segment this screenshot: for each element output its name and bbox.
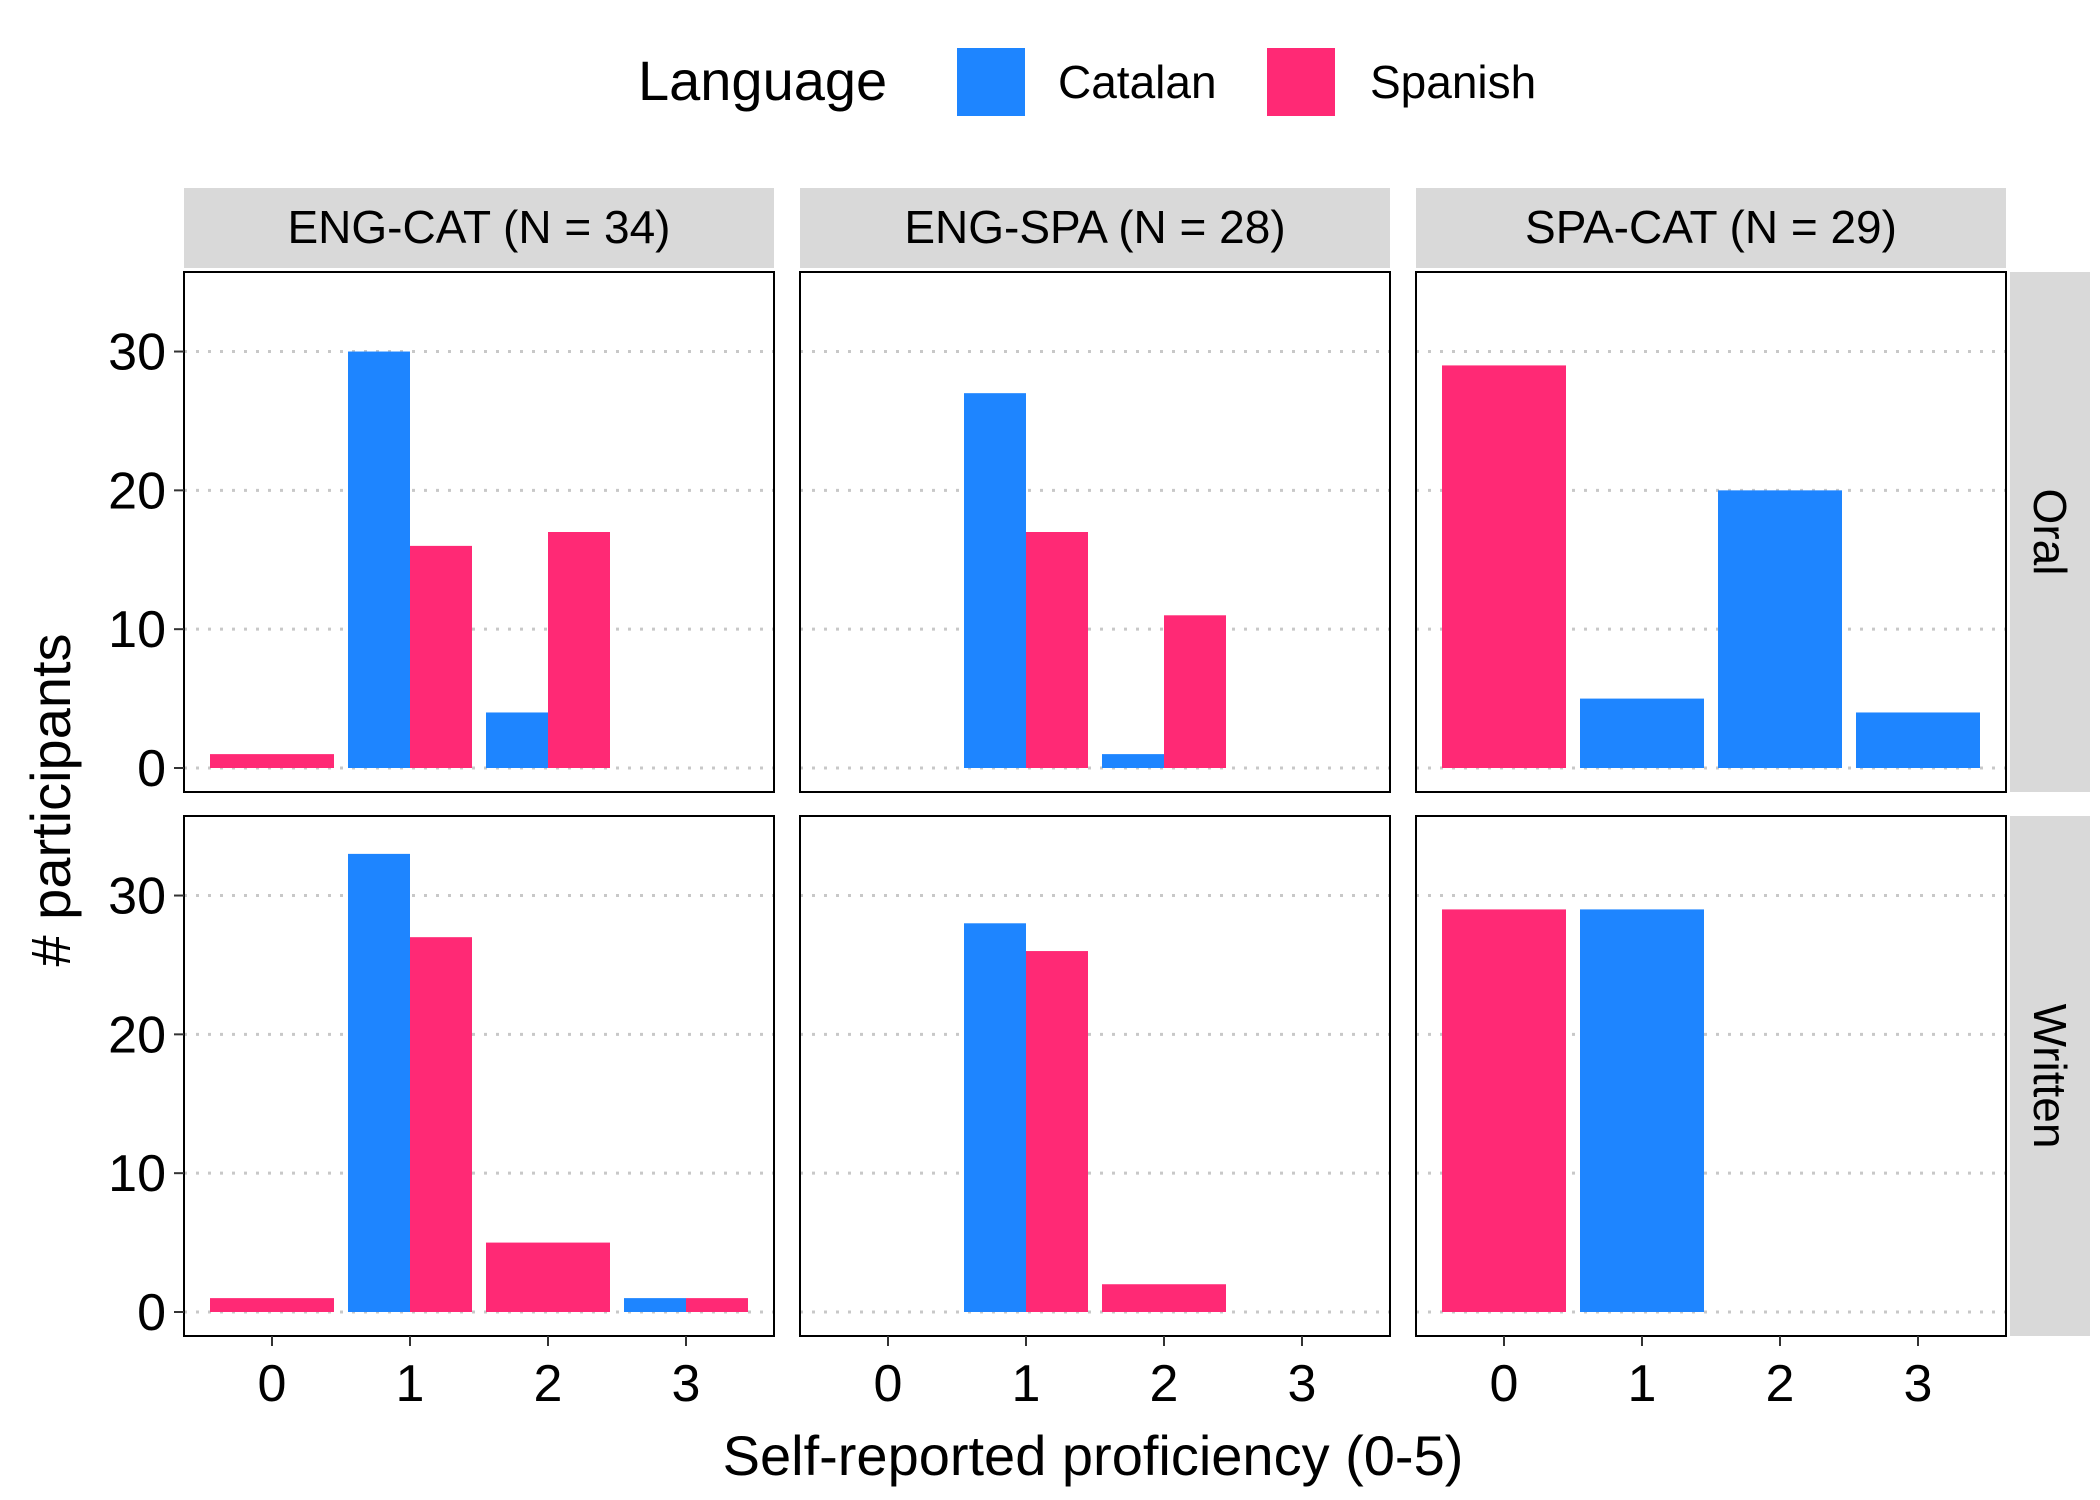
x-tick-label: 1 xyxy=(396,1355,425,1413)
facet-strip-label-2: ENG-SPA (N = 28) xyxy=(904,201,1285,253)
bar-catalan-2 xyxy=(1102,754,1164,768)
x-tick-label: 3 xyxy=(672,1355,701,1413)
facets: ENG-CAT (N = 34) ENG-SPA (N = 28) SPA-CAT … xyxy=(108,188,2090,1413)
bar-spanish-1 xyxy=(410,545,472,768)
legend-label-catalan: Catalan xyxy=(1058,56,1217,108)
x-axis-title: Self-reported proficiency (0-5) xyxy=(723,1424,1464,1487)
bar-spanish-0 xyxy=(1442,365,1566,768)
bar-spanish-1 xyxy=(1026,951,1088,1312)
x-tick-label: 0 xyxy=(874,1355,903,1413)
bar-catalan-1 xyxy=(1580,909,1704,1312)
y-tick-label: 20 xyxy=(108,1006,166,1064)
panel-border xyxy=(183,815,775,1337)
bar-catalan-1 xyxy=(964,923,1026,1312)
bar-spanish-1 xyxy=(1026,532,1088,768)
y-tick-label: 30 xyxy=(108,868,166,926)
y-tick-label: 10 xyxy=(108,601,166,659)
bar-spanish-3 xyxy=(686,1298,748,1312)
y-tick-label: 30 xyxy=(108,324,166,382)
facet-strip-1 xyxy=(184,188,774,268)
row-strip-oral xyxy=(2010,272,2090,792)
y-tick-label: 0 xyxy=(137,1284,166,1342)
x-tick-label: 1 xyxy=(1628,1355,1657,1413)
y-axis-title: # participants xyxy=(19,633,82,966)
bar-spanish-1 xyxy=(410,937,472,1312)
bar-spanish-0 xyxy=(1442,909,1566,1312)
x-tick-label: 0 xyxy=(1490,1355,1519,1413)
legend: Language Catalan Spanish xyxy=(638,48,1536,116)
x-tick-label: 2 xyxy=(1766,1355,1795,1413)
x-tick-label: 1 xyxy=(1012,1355,1041,1413)
bar-catalan-1 xyxy=(348,853,410,1312)
x-tick-label: 2 xyxy=(534,1355,563,1413)
bar-catalan-2 xyxy=(486,712,548,768)
bar-spanish-2 xyxy=(486,1242,610,1312)
x-tick-label: 3 xyxy=(1288,1355,1317,1413)
panel-2-oral xyxy=(799,271,1391,793)
row-strip-written xyxy=(2010,816,2090,1336)
facet-strip-label-3: SPA-CAT (N = 29) xyxy=(1525,201,1897,253)
facet-strip-3 xyxy=(1416,188,2006,268)
bar-spanish-0 xyxy=(210,1298,334,1312)
bar-spanish-2 xyxy=(1102,1284,1226,1312)
x-tick-label: 3 xyxy=(1904,1355,1933,1413)
facet-strip-2 xyxy=(800,188,1390,268)
panel-2-written: 0 1 2 3 xyxy=(799,815,1391,1413)
y-tick-label: 20 xyxy=(108,462,166,520)
bar-spanish-0 xyxy=(210,754,334,768)
legend-title: Language xyxy=(638,49,887,112)
bar-spanish-2 xyxy=(1164,615,1226,768)
bar-spanish-2 xyxy=(548,532,610,768)
panel-1-written: 0 10 20 30 0 1 2 3 xyxy=(108,815,775,1413)
bar-catalan-1 xyxy=(1580,698,1704,768)
row-strip-label-oral: Oral xyxy=(2024,489,2076,576)
facet-strip-label-1: ENG-CAT (N = 34) xyxy=(288,201,671,253)
panel-1-oral: 0 10 20 30 xyxy=(108,271,775,798)
bar-catalan-1 xyxy=(348,351,410,768)
panel-border xyxy=(183,271,775,793)
legend-swatch-spanish xyxy=(1267,48,1335,116)
y-tick-label: 0 xyxy=(137,740,166,798)
panel-3-written: 0 1 2 3 xyxy=(1415,815,2007,1413)
panel-border xyxy=(1415,815,2007,1337)
bar-catalan-1 xyxy=(964,393,1026,768)
x-tick-label: 0 xyxy=(258,1355,287,1413)
panel-border xyxy=(799,815,1391,1337)
legend-swatch-catalan xyxy=(957,48,1025,116)
bar-catalan-3 xyxy=(1856,712,1980,768)
legend-label-spanish: Spanish xyxy=(1370,56,1536,108)
panel-border xyxy=(799,271,1391,793)
bar-catalan-3 xyxy=(624,1298,686,1312)
row-strip-label-written: Written xyxy=(2024,1004,2076,1149)
panel-border xyxy=(1415,271,2007,793)
panel-3-oral xyxy=(1415,271,2007,793)
bar-catalan-2 xyxy=(1718,490,1842,768)
y-tick-label: 10 xyxy=(108,1145,166,1203)
x-tick-label: 2 xyxy=(1150,1355,1179,1413)
